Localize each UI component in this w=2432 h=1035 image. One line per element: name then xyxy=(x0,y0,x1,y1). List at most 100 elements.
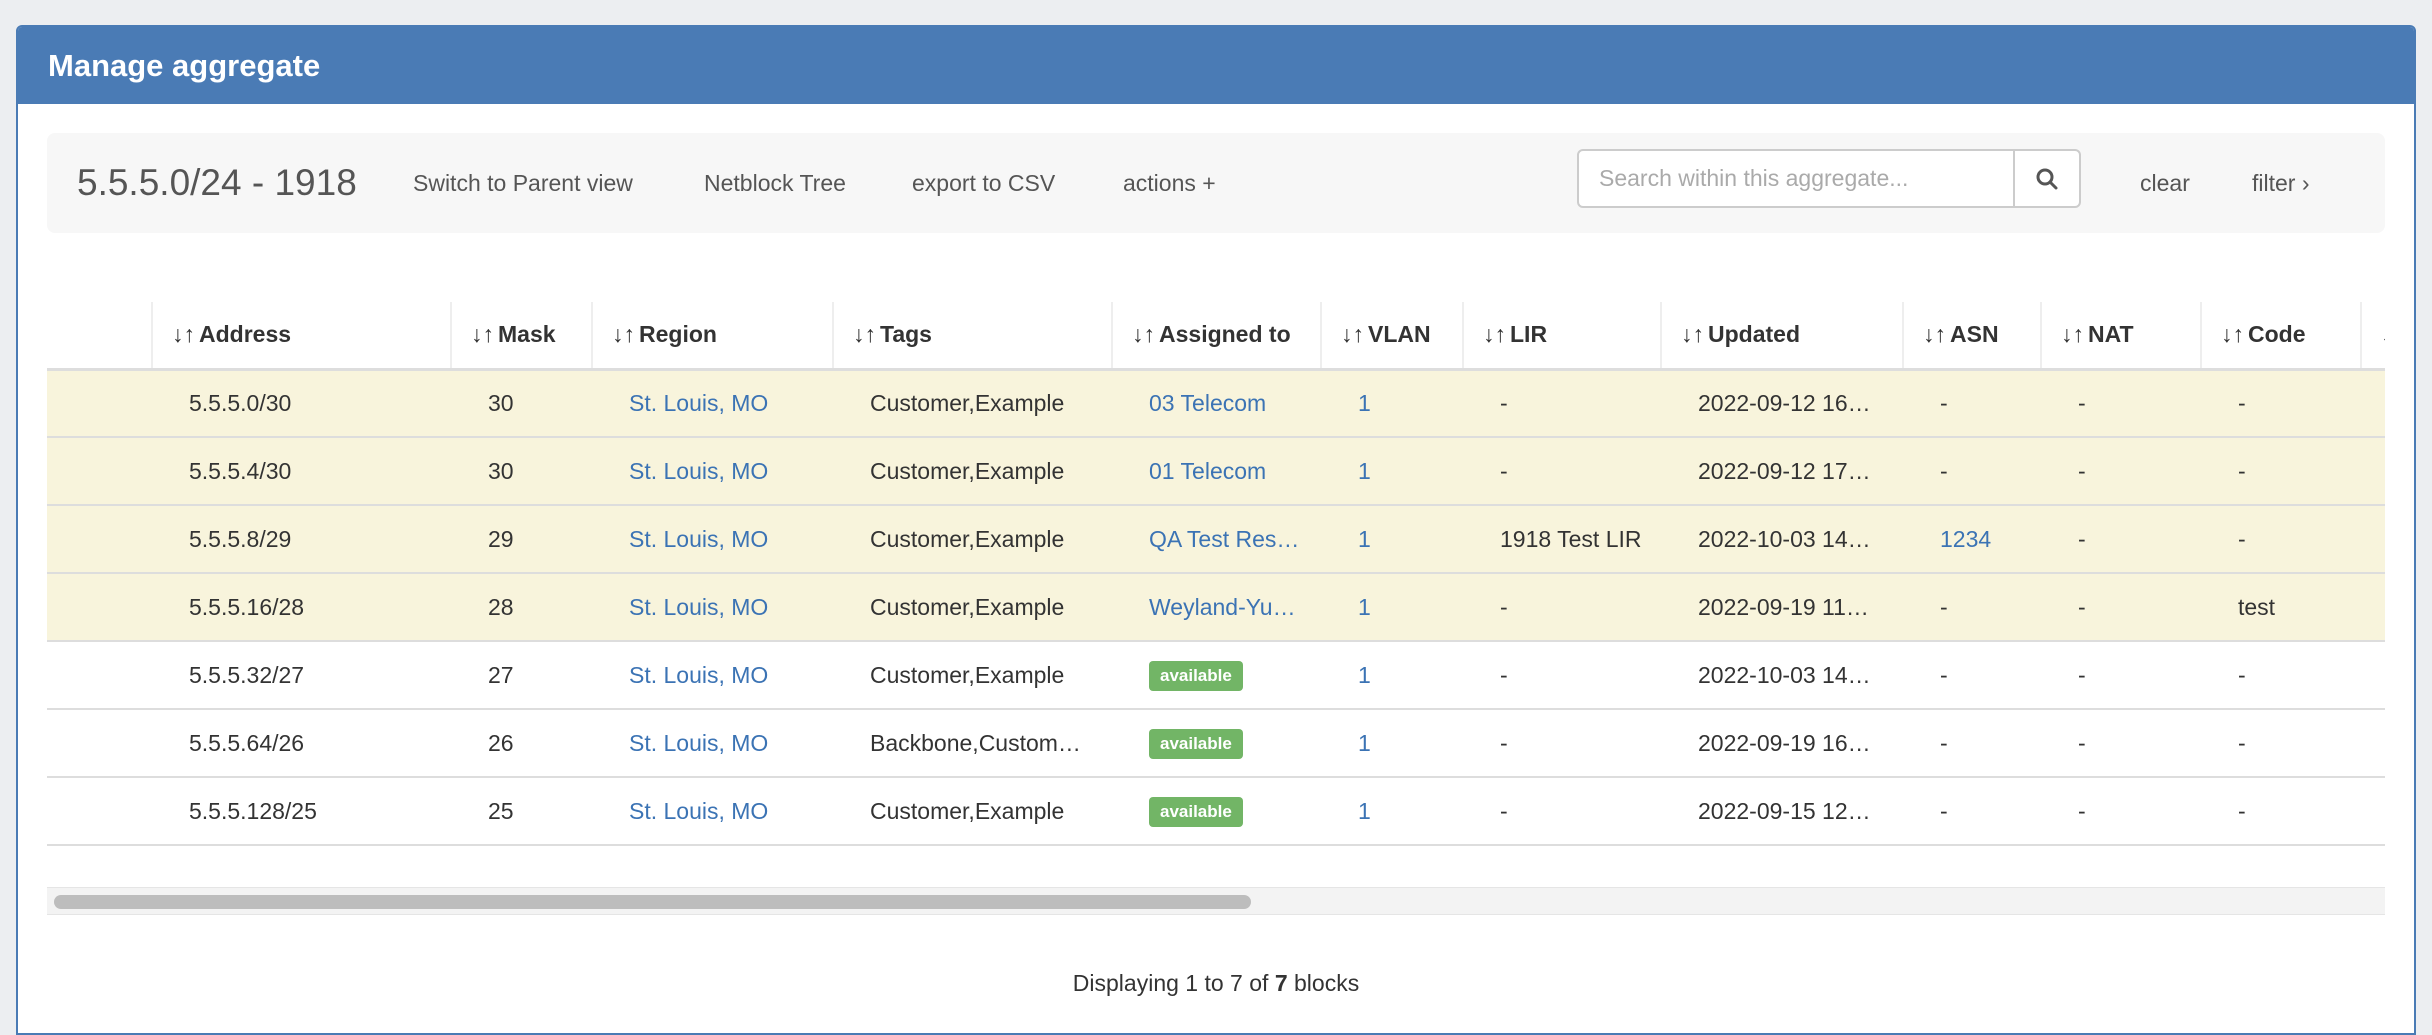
search-button[interactable] xyxy=(2013,151,2079,206)
cell-nat: - xyxy=(2041,573,2201,642)
region-link[interactable]: St. Louis, MO xyxy=(629,729,769,756)
column-header-mask[interactable]: ↓↑ Mask xyxy=(450,302,592,371)
aggregate-title: 5.5.5.0/24 - 1918 xyxy=(77,162,357,203)
sort-icon: ↓↑ xyxy=(1923,321,1946,348)
vlan-link[interactable]: 1 xyxy=(1358,797,1371,824)
search-input[interactable] xyxy=(1579,151,2013,206)
cell-spacer xyxy=(2361,709,2385,778)
column-header-code[interactable]: ↓↑ Code xyxy=(2200,302,2361,371)
cell-spacer xyxy=(47,709,152,778)
region-link[interactable]: St. Louis, MO xyxy=(629,525,769,552)
region-link[interactable]: St. Louis, MO xyxy=(629,661,769,688)
assigned-link[interactable]: 03 Telecom xyxy=(1149,389,1267,416)
vlan-link[interactable]: 1 xyxy=(1358,525,1371,552)
sort-icon: ↓↑ xyxy=(1341,321,1364,348)
cell-spacer xyxy=(47,777,152,846)
lir-value: - xyxy=(1500,389,1508,416)
address-value: 5.5.5.4/30 xyxy=(189,457,292,484)
cell-lir: - xyxy=(1463,641,1661,710)
region-link[interactable]: St. Louis, MO xyxy=(629,389,769,416)
vlan-link[interactable]: 1 xyxy=(1358,457,1371,484)
table-row[interactable]: 5.5.5.32/27 27 St. Louis, MO Customer,Examp… xyxy=(47,641,2385,710)
actions-menu[interactable]: actions + xyxy=(1123,170,1216,196)
cell-region: St. Louis, MO xyxy=(592,709,833,778)
available-badge: available xyxy=(1149,660,1243,691)
column-header-tags[interactable]: ↓↑ Tags xyxy=(832,302,1112,371)
sort-icon: ↓↑ xyxy=(2061,321,2084,348)
code-value: - xyxy=(2238,729,2246,756)
cell-spacer xyxy=(2361,777,2385,846)
address-value: 5.5.5.8/29 xyxy=(189,525,292,552)
region-link[interactable]: St. Louis, MO xyxy=(629,593,769,620)
sort-icon: ↓↑ xyxy=(1681,321,1704,348)
assigned-link[interactable]: Weyland-Yu… xyxy=(1149,593,1296,620)
column-label: ASN xyxy=(1950,321,1999,348)
column-header-updated[interactable]: ↓↑ Updated xyxy=(1660,302,1903,371)
column-label: Assigned to xyxy=(1159,321,1291,348)
cell-spacer xyxy=(47,641,152,710)
horizontal-scrollbar[interactable] xyxy=(47,887,2385,915)
cell-nat: - xyxy=(2041,505,2201,574)
vlan-link[interactable]: 1 xyxy=(1358,661,1371,688)
table-row[interactable]: 5.5.5.8/29 29 St. Louis, MO Customer,Exampl… xyxy=(47,505,2385,574)
cell-tags: Customer,Example xyxy=(833,777,1112,846)
asn-value: - xyxy=(1940,457,1948,484)
updated-value: 2022-09-15 12… xyxy=(1698,797,1871,824)
cell-asn: - xyxy=(1903,777,2041,846)
region-link[interactable]: St. Louis, MO xyxy=(629,457,769,484)
switch-parent-view-link[interactable]: Switch to Parent view xyxy=(413,170,633,196)
assigned-link[interactable]: QA Test Res… xyxy=(1149,525,1300,552)
cell-mask: 28 xyxy=(451,573,592,642)
scrollbar-thumb[interactable] xyxy=(54,895,1251,909)
column-header-region[interactable]: ↓↑ Region xyxy=(591,302,833,371)
netblock-tree-link[interactable]: Netblock Tree xyxy=(704,170,846,196)
cell-spacer xyxy=(2361,505,2385,574)
asn-value: - xyxy=(1940,661,1948,688)
asn-value: - xyxy=(1940,797,1948,824)
cell-assigned: available xyxy=(1112,709,1321,778)
cell-address: 5.5.5.0/30 xyxy=(152,369,451,438)
cell-nat: - xyxy=(2041,641,2201,710)
search-box xyxy=(1577,149,2081,208)
vlan-link[interactable]: 1 xyxy=(1358,593,1371,620)
cell-address: 5.5.5.128/25 xyxy=(152,777,451,846)
asn-link[interactable]: 1234 xyxy=(1940,525,1992,552)
column-header-address[interactable]: ↓↑ Address xyxy=(151,302,451,371)
region-link[interactable]: St. Louis, MO xyxy=(629,797,769,824)
sort-icon: ↓↑ xyxy=(612,321,635,348)
export-csv-link[interactable]: export to CSV xyxy=(912,170,1056,196)
lir-value: - xyxy=(1500,457,1508,484)
cell-nat: - xyxy=(2041,369,2201,438)
table-row[interactable]: 5.5.5.4/30 30 St. Louis, MO Customer,Exampl… xyxy=(47,437,2385,506)
table-row[interactable]: 5.5.5.128/25 25 St. Louis, MO Customer,Exam… xyxy=(47,777,2385,846)
cell-spacer xyxy=(2361,573,2385,642)
column-header-vlan[interactable]: ↓↑ VLAN xyxy=(1320,302,1463,371)
table-row[interactable]: 5.5.5.0/30 30 St. Louis, MO Customer,Exampl… xyxy=(47,369,2385,438)
available-badge: available xyxy=(1149,728,1243,759)
table-row[interactable]: 5.5.5.64/26 26 St. Louis, MO Backbone,Custo… xyxy=(47,709,2385,778)
cell-mask: 25 xyxy=(451,777,592,846)
cell-tags: Customer,Example xyxy=(833,573,1112,642)
cell-code: - xyxy=(2201,369,2361,438)
cell-updated: 2022-09-19 16… xyxy=(1661,709,1903,778)
column-header-assigned-to[interactable]: ↓↑ Assigned to xyxy=(1111,302,1321,371)
column-header-nat[interactable]: ↓↑ NAT xyxy=(2040,302,2201,371)
column-header-col12[interactable]: ↓↑ xyxy=(2360,302,2385,371)
assigned-link[interactable]: 01 Telecom xyxy=(1149,457,1267,484)
cell-spacer xyxy=(47,573,152,642)
lir-value: - xyxy=(1500,729,1508,756)
cell-address: 5.5.5.4/30 xyxy=(152,437,451,506)
filter-toggle[interactable]: filter › xyxy=(2252,170,2310,196)
column-header-asn[interactable]: ↓↑ ASN xyxy=(1902,302,2041,371)
cell-vlan: 1 xyxy=(1321,641,1463,710)
vlan-link[interactable]: 1 xyxy=(1358,729,1371,756)
updated-value: 2022-10-03 14… xyxy=(1698,525,1871,552)
clear-link[interactable]: clear xyxy=(2140,170,2190,196)
address-value: 5.5.5.0/30 xyxy=(189,389,292,416)
code-value: - xyxy=(2238,457,2246,484)
table-row[interactable]: 5.5.5.16/28 28 St. Louis, MO Customer,Examp… xyxy=(47,573,2385,642)
asn-value: - xyxy=(1940,729,1948,756)
nat-value: - xyxy=(2078,661,2086,688)
column-header-lir[interactable]: ↓↑ LIR xyxy=(1462,302,1661,371)
vlan-link[interactable]: 1 xyxy=(1358,389,1371,416)
